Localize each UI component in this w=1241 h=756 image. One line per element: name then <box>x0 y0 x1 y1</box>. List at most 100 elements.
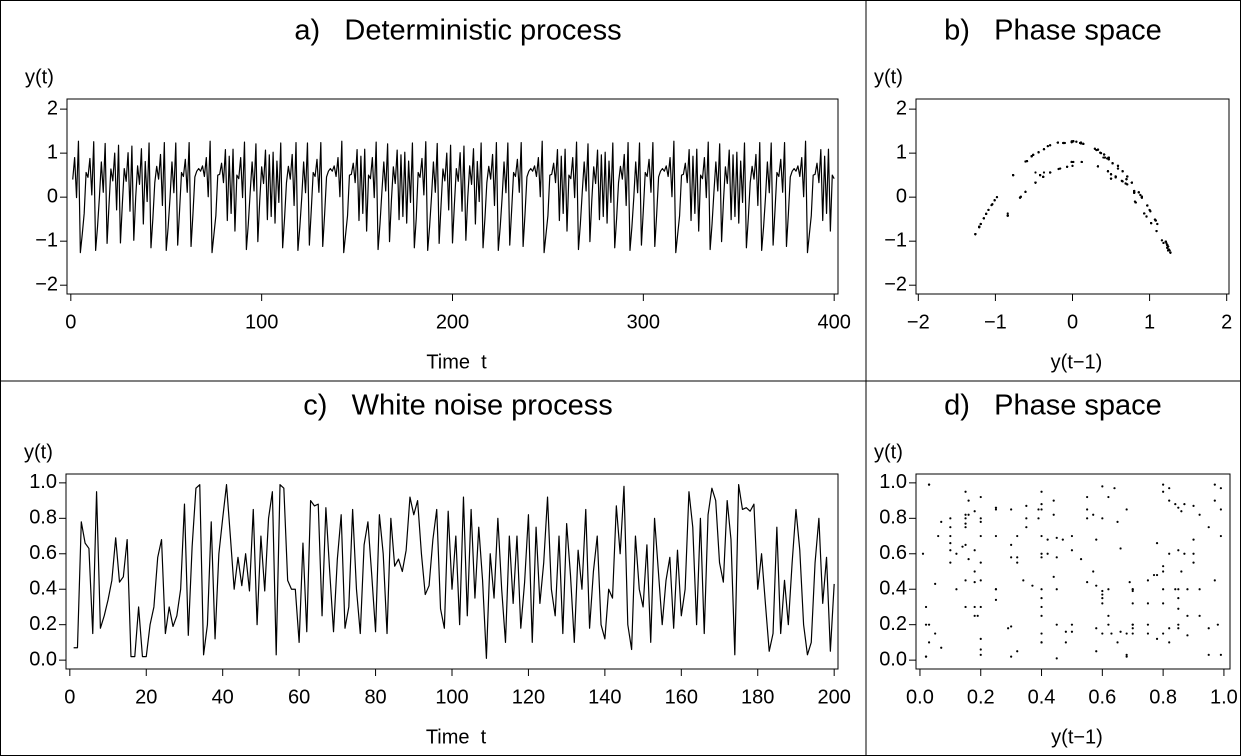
phase-point <box>1162 241 1165 245</box>
phase-point <box>1125 632 1128 635</box>
phase-point <box>1086 495 1089 499</box>
y-tick-label: 0.6 <box>879 542 907 564</box>
y-tick-label: 0.0 <box>29 648 57 670</box>
phase-point <box>1116 164 1120 168</box>
phase-point <box>978 225 981 229</box>
x-axis-label: y(t−1) <box>1051 726 1103 748</box>
x-tick-label: 0 <box>1067 311 1078 333</box>
phase-point <box>949 534 952 538</box>
phase-point <box>1160 239 1164 242</box>
phase-point <box>1162 490 1165 493</box>
y-tick-label: 1 <box>47 141 58 163</box>
phase-point <box>1101 632 1104 635</box>
phase-point <box>964 490 967 493</box>
phase-point <box>1162 483 1165 486</box>
phase-point <box>1166 249 1170 252</box>
x-tick-label: −2 <box>907 311 930 333</box>
phase-point <box>1070 549 1074 552</box>
phase-point <box>1055 588 1058 591</box>
phase-point <box>1024 190 1027 193</box>
phase-point <box>1040 614 1043 617</box>
phase-point <box>1131 588 1134 591</box>
phase-point <box>949 542 952 545</box>
phase-point <box>1101 485 1104 488</box>
phase-point <box>1070 630 1074 633</box>
phase-point <box>1070 160 1073 164</box>
phase-point <box>1101 593 1104 596</box>
phase-point <box>1040 588 1043 591</box>
phase-point <box>1042 148 1046 151</box>
series-line <box>73 484 835 659</box>
x-tick-label: 140 <box>588 686 621 708</box>
phase-point <box>1086 581 1089 584</box>
phase-point <box>1018 196 1022 199</box>
phase-point <box>1102 156 1105 159</box>
series-line <box>72 140 835 254</box>
x-tick-label: 120 <box>512 686 545 708</box>
phase-point <box>1124 182 1127 185</box>
phase-point <box>1062 141 1065 145</box>
y-tick-label: 2 <box>896 97 907 119</box>
phase-point <box>1082 142 1085 145</box>
phase-point <box>994 508 998 511</box>
phase-point <box>1030 155 1033 158</box>
x-tick-label: 300 <box>627 311 660 333</box>
phase-point <box>1168 552 1171 555</box>
phase-point <box>1219 487 1222 490</box>
phase-point <box>1219 534 1222 538</box>
phase-point <box>940 646 943 649</box>
phase-point <box>979 495 982 499</box>
phase-point <box>921 552 925 555</box>
phase-point <box>1010 655 1013 658</box>
phase-point <box>1103 153 1106 156</box>
phase-point <box>1006 214 1009 217</box>
phase-point <box>1219 653 1222 656</box>
phase-point <box>1156 222 1159 226</box>
phase-point <box>1010 556 1013 559</box>
phase-point <box>1198 513 1201 516</box>
x-tick-label: −1 <box>984 311 1007 333</box>
x-tick-label: 0 <box>65 311 76 333</box>
phase-point <box>1095 650 1098 653</box>
y-tick-label: 1.0 <box>29 471 57 493</box>
phase-point <box>1032 153 1035 157</box>
phase-point <box>924 655 928 658</box>
phase-point <box>1207 627 1210 630</box>
x-tick-label: 200 <box>817 686 850 708</box>
phase-point <box>1070 534 1074 538</box>
phase-point <box>949 526 952 529</box>
phase-point <box>1192 561 1195 564</box>
phase-point <box>982 217 985 220</box>
phase-point <box>1049 171 1052 174</box>
phase-point <box>964 543 967 547</box>
phase-point <box>1055 657 1058 660</box>
phase-point <box>1064 630 1067 633</box>
x-tick-label: 0.2 <box>967 686 995 708</box>
phase-point <box>1177 596 1180 600</box>
phase-point <box>1103 156 1106 159</box>
phase-point <box>1131 589 1134 593</box>
phase-point <box>1116 167 1120 170</box>
phase-point <box>1126 175 1129 178</box>
phase-point <box>1079 141 1083 144</box>
phase-point <box>964 513 967 516</box>
phase-point <box>994 534 998 538</box>
phase-point <box>1040 552 1043 555</box>
x-tick-label: 2 <box>1221 311 1232 333</box>
phase-point <box>1016 561 1019 564</box>
phase-point <box>979 653 982 656</box>
phase-point <box>1034 181 1037 184</box>
y-tick-label: 0.8 <box>879 507 907 529</box>
phase-point <box>1192 538 1195 541</box>
phase-point <box>1064 641 1067 644</box>
phase-point <box>1162 565 1165 568</box>
phase-point <box>967 557 970 561</box>
phase-point <box>1177 623 1180 626</box>
phase-point <box>1155 573 1159 577</box>
phase-point <box>994 506 998 509</box>
y-tick-label: −2 <box>35 273 58 295</box>
phase-point <box>964 522 967 525</box>
phase-point <box>1055 536 1058 539</box>
phase-point <box>927 641 931 644</box>
phase-point <box>1177 506 1180 509</box>
